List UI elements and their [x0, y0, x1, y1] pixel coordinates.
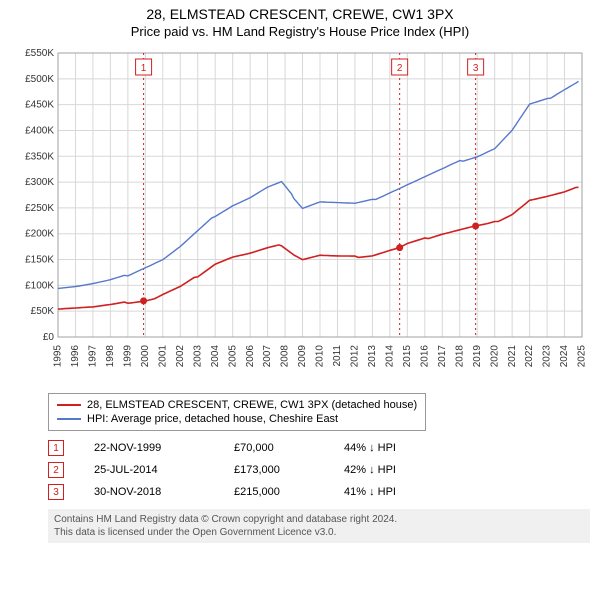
svg-text:£300K: £300K — [25, 177, 54, 188]
event-date: 25-JUL-2014 — [94, 464, 204, 476]
svg-text:2006: 2006 — [245, 345, 256, 368]
svg-text:£250K: £250K — [25, 203, 54, 214]
legend-item: HPI: Average price, detached house, Ches… — [57, 412, 417, 426]
legend-label: 28, ELMSTEAD CRESCENT, CREWE, CW1 3PX (d… — [87, 399, 417, 411]
event-number-icon: 2 — [48, 462, 64, 478]
svg-text:2: 2 — [397, 63, 403, 74]
event-number-icon: 3 — [48, 484, 64, 500]
chart-container: 28, ELMSTEAD CRESCENT, CREWE, CW1 3PX Pr… — [0, 0, 600, 543]
svg-text:£150K: £150K — [25, 255, 54, 266]
svg-text:2012: 2012 — [350, 345, 361, 368]
svg-text:2002: 2002 — [175, 345, 186, 368]
svg-text:2004: 2004 — [210, 345, 221, 368]
svg-text:1: 1 — [141, 63, 147, 74]
svg-text:3: 3 — [473, 63, 479, 74]
svg-text:2019: 2019 — [472, 345, 483, 368]
legend-label: HPI: Average price, detached house, Ches… — [87, 413, 338, 425]
svg-text:1998: 1998 — [105, 345, 116, 368]
svg-text:£500K: £500K — [25, 74, 54, 85]
footer-line: Contains HM Land Registry data © Crown c… — [54, 513, 584, 526]
svg-text:2022: 2022 — [524, 345, 535, 368]
svg-text:£550K: £550K — [25, 48, 54, 59]
svg-text:2025: 2025 — [577, 345, 588, 368]
events-table: 1 22-NOV-1999 £70,000 44% ↓ HPI 2 25-JUL… — [48, 437, 590, 503]
svg-text:2008: 2008 — [280, 345, 291, 368]
legend-swatch-icon — [57, 404, 81, 406]
svg-text:£450K: £450K — [25, 100, 54, 111]
event-delta: 41% ↓ HPI — [344, 486, 396, 498]
svg-text:2017: 2017 — [437, 345, 448, 368]
svg-text:2009: 2009 — [297, 345, 308, 368]
svg-text:£50K: £50K — [31, 306, 55, 317]
legend-item: 28, ELMSTEAD CRESCENT, CREWE, CW1 3PX (d… — [57, 398, 417, 412]
svg-text:2015: 2015 — [402, 345, 413, 368]
event-delta: 44% ↓ HPI — [344, 442, 396, 454]
svg-text:2016: 2016 — [419, 345, 430, 368]
legend-swatch-icon — [57, 418, 81, 420]
svg-text:2007: 2007 — [262, 345, 273, 368]
svg-text:2021: 2021 — [507, 345, 518, 368]
event-date: 30-NOV-2018 — [94, 486, 204, 498]
footer-line: This data is licensed under the Open Gov… — [54, 526, 584, 539]
event-row: 2 25-JUL-2014 £173,000 42% ↓ HPI — [48, 459, 590, 481]
svg-text:2003: 2003 — [192, 345, 203, 368]
svg-text:2011: 2011 — [332, 345, 343, 367]
svg-text:2001: 2001 — [157, 345, 168, 368]
svg-text:2013: 2013 — [367, 345, 378, 368]
svg-text:1995: 1995 — [53, 345, 64, 368]
svg-text:£400K: £400K — [25, 125, 54, 136]
event-date: 22-NOV-1999 — [94, 442, 204, 454]
legend: 28, ELMSTEAD CRESCENT, CREWE, CW1 3PX (d… — [48, 393, 426, 431]
svg-text:2014: 2014 — [385, 345, 396, 368]
svg-text:1997: 1997 — [88, 345, 99, 368]
svg-text:2018: 2018 — [454, 345, 465, 368]
event-row: 3 30-NOV-2018 £215,000 41% ↓ HPI — [48, 481, 590, 503]
svg-text:2020: 2020 — [489, 345, 500, 368]
event-price: £173,000 — [234, 464, 314, 476]
footer-note: Contains HM Land Registry data © Crown c… — [48, 509, 590, 543]
svg-text:2023: 2023 — [542, 345, 553, 368]
chart-subtitle: Price paid vs. HM Land Registry's House … — [0, 24, 600, 45]
svg-text:£200K: £200K — [25, 229, 54, 240]
svg-text:£100K: £100K — [25, 280, 54, 291]
svg-text:£0: £0 — [43, 332, 55, 343]
event-delta: 42% ↓ HPI — [344, 464, 396, 476]
event-number-icon: 1 — [48, 440, 64, 456]
svg-text:2010: 2010 — [315, 345, 326, 368]
svg-text:2005: 2005 — [227, 345, 238, 368]
event-price: £215,000 — [234, 486, 314, 498]
svg-text:£350K: £350K — [25, 151, 54, 162]
chart-plot: £0 £50K £100K £150K £200K £250K £300K £350K £400… — [10, 45, 590, 385]
svg-text:2024: 2024 — [559, 345, 570, 368]
event-price: £70,000 — [234, 442, 314, 454]
event-row: 1 22-NOV-1999 £70,000 44% ↓ HPI — [48, 437, 590, 459]
svg-text:1996: 1996 — [70, 345, 81, 368]
svg-text:1999: 1999 — [123, 345, 134, 368]
chart-title: 28, ELMSTEAD CRESCENT, CREWE, CW1 3PX — [0, 0, 600, 24]
svg-text:2000: 2000 — [140, 345, 151, 368]
